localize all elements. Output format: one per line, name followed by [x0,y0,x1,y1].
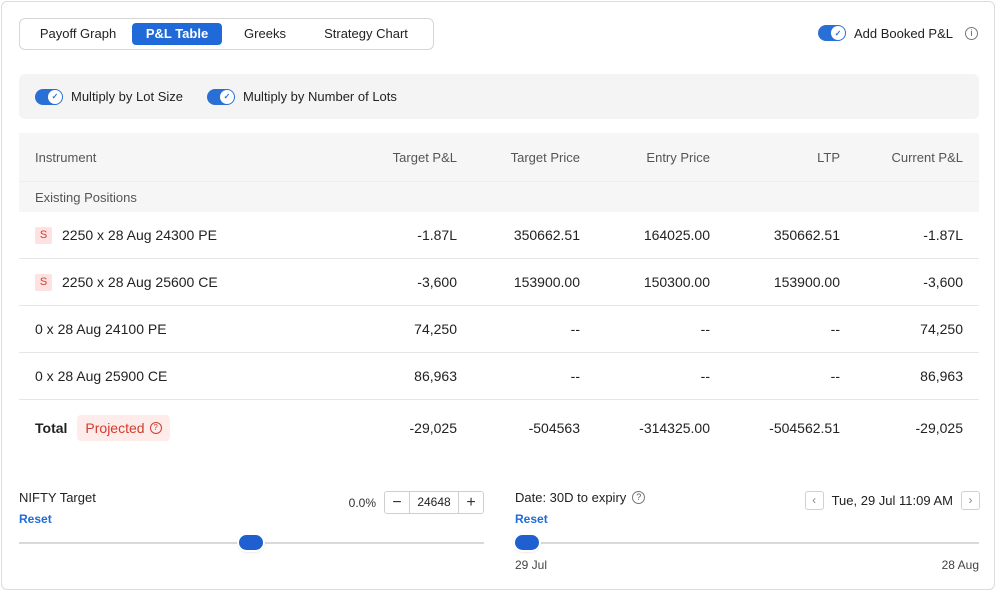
total-target-pnl: -29,025 [409,419,457,436]
info-icon[interactable]: i [965,26,978,40]
chevron-right-icon[interactable]: › [961,491,980,510]
nifty-stepper: 0.0% − 24648 + [349,491,484,514]
date-slider-thumb[interactable] [515,535,539,550]
nifty-target-label: NIFTY Target [19,490,96,505]
total-ltp: -504562.51 [769,419,840,436]
instrument-name: 0 x 28 Aug 24100 PE [35,321,167,337]
table-row: S 2250 x 28 Aug 24300 PE -1.87L 350662.5… [19,212,979,259]
nifty-reset-link[interactable]: Reset [19,512,52,526]
plus-button[interactable]: + [466,494,476,511]
check-icon: ✓ [48,89,62,104]
header-current-pnl: Current P&L [891,149,963,165]
instrument-cell: S 2250 x 28 Aug 25600 CE [19,273,329,291]
instrument-cell: 0 x 28 Aug 24100 PE [19,321,329,337]
ltp-cell: 350662.51 [773,227,840,243]
target-price-cell: -- [570,321,580,337]
current-pnl-cell: 74,250 [920,321,963,337]
table-row: S 2250 x 28 Aug 25600 CE -3,600 153900.0… [19,259,979,306]
date-display: Tue, 29 Jul 11:09 AM [831,493,953,508]
target-pnl-cell: -1.87L [417,227,457,243]
projected-label: Projected [85,419,145,436]
tab-payoff-graph[interactable]: Payoff Graph [39,26,117,41]
check-icon: ✓ [830,26,845,40]
booked-pnl-control: ✓ Add Booked P&L i [817,25,978,41]
instrument-cell: S 2250 x 28 Aug 24300 PE [19,226,329,244]
header-ltp: LTP [817,149,840,165]
nifty-target-input[interactable]: 24648 [409,492,459,513]
question-circle-icon[interactable]: ? [149,421,162,434]
tab-greeks[interactable]: Greeks [244,26,286,41]
date-start-label: 29 Jul [515,558,548,572]
total-cell: Total Projected ? [19,414,329,441]
lot-size-toggle[interactable]: ✓ [35,88,63,105]
lot-size-option: ✓ Multiply by Lot Size [35,88,183,105]
date-label: Date: 30D to expiry [515,490,627,505]
total-entry-price: -314325.00 [639,419,710,436]
booked-pnl-toggle[interactable]: ✓ [817,25,846,41]
group-existing-positions: Existing Positions [19,181,979,212]
num-lots-label: Multiply by Number of Lots [243,89,397,104]
date-reset-link[interactable]: Reset [515,512,548,526]
chevron-left-icon[interactable]: ‹ [804,491,824,510]
table-header: Instrument Target P&L Target Price Entry… [19,133,979,181]
target-price-cell: -- [570,368,580,384]
booked-pnl-label: Add Booked P&L [853,25,953,41]
date-label-row: Date: 30D to expiry ? [515,490,980,505]
date-navigator: ‹ Tue, 29 Jul 11:09 AM › [804,491,980,510]
current-pnl-cell: 86,963 [920,368,963,384]
num-lots-option: ✓ Multiply by Number of Lots [207,88,397,105]
total-row: Total Projected ? -29,025 -504563 -31432… [19,400,979,455]
instrument-name: 0 x 28 Aug 25900 CE [35,368,168,384]
header-instrument: Instrument [35,149,97,165]
instrument-cell: 0 x 28 Aug 25900 CE [19,368,329,384]
question-circle-icon[interactable]: ? [632,491,646,504]
total-label: Total [35,419,68,436]
view-tabs: Payoff Graph P&L Table Greeks Strategy C… [19,18,434,50]
target-pnl-cell: 86,963 [414,368,457,384]
minus-button[interactable]: − [392,494,402,511]
projected-badge: Projected ? [77,414,170,441]
total-target-price: -504563 [528,419,580,436]
ltp-cell: -- [830,321,840,337]
header-target-pnl: Target P&L [392,149,457,165]
current-pnl-cell: -1.87L [923,227,963,243]
current-pnl-cell: -3,600 [923,274,963,290]
target-pnl-cell: 74,250 [414,321,457,337]
sell-badge: S [35,226,52,244]
entry-price-cell: -- [700,321,710,337]
num-lots-toggle[interactable]: ✓ [207,88,235,105]
nifty-slider-thumb[interactable] [239,535,263,550]
multiplier-bar: ✓ Multiply by Lot Size ✓ Multiply by Num… [19,74,979,119]
ltp-cell: -- [830,368,840,384]
lot-size-label: Multiply by Lot Size [71,89,183,104]
check-icon: ✓ [220,89,234,104]
table-row: 0 x 28 Aug 25900 CE 86,963 -- -- -- 86,9… [19,353,979,400]
ltp-cell: 153900.00 [773,274,840,290]
date-end-label: 28 Aug [941,558,979,572]
header-target-price: Target Price [510,149,580,165]
nifty-change-pct: 0.0% [348,495,376,510]
pnl-table: Instrument Target P&L Target Price Entry… [19,133,979,455]
entry-price-cell: 150300.00 [643,274,710,290]
date-slider-track[interactable] [515,542,979,544]
header-entry-price: Entry Price [646,149,710,165]
instrument-name: 2250 x 28 Aug 24300 PE [62,227,217,243]
target-price-cell: 153900.00 [513,274,580,290]
nifty-stepper-box: − 24648 + [384,491,484,514]
entry-price-cell: -- [700,368,710,384]
target-price-cell: 350662.51 [513,227,580,243]
nifty-target-control: NIFTY Target Reset 0.0% − 24648 + [19,490,484,526]
tab-strategy-chart[interactable]: Strategy Chart [324,26,408,41]
date-control: Date: 30D to expiry ? Reset ‹ Tue, 29 Ju… [515,490,980,526]
sell-badge: S [35,273,52,291]
entry-price-cell: 164025.00 [643,227,710,243]
instrument-name: 2250 x 28 Aug 25600 CE [62,274,218,290]
target-pnl-cell: -3,600 [417,274,457,290]
tab-pnl-table[interactable]: P&L Table [132,23,222,45]
table-row: 0 x 28 Aug 24100 PE 74,250 -- -- -- 74,2… [19,306,979,353]
total-current-pnl: -29,025 [915,419,963,436]
